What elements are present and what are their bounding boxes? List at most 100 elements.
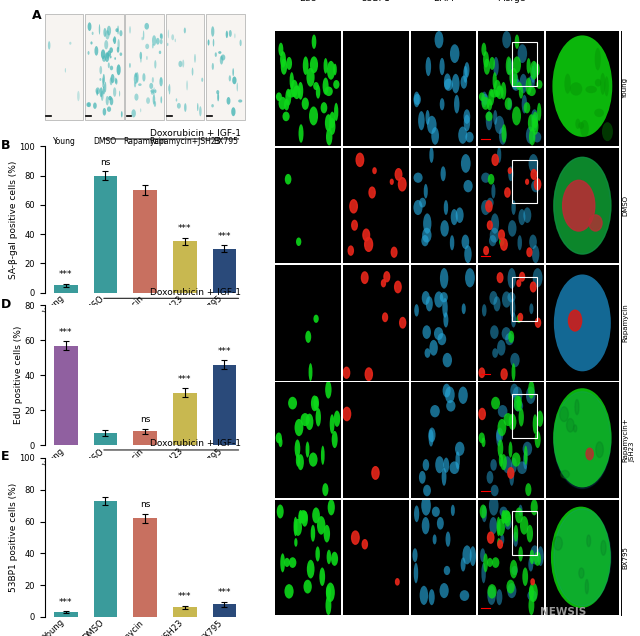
Ellipse shape xyxy=(177,103,181,109)
Ellipse shape xyxy=(559,407,568,422)
Ellipse shape xyxy=(463,180,473,192)
Ellipse shape xyxy=(551,507,611,608)
Ellipse shape xyxy=(479,92,485,101)
Bar xyxy=(212,249,236,293)
Ellipse shape xyxy=(172,34,174,40)
Ellipse shape xyxy=(487,586,496,605)
Ellipse shape xyxy=(229,30,232,37)
Ellipse shape xyxy=(487,558,493,567)
Ellipse shape xyxy=(513,387,522,403)
Ellipse shape xyxy=(510,298,515,317)
Ellipse shape xyxy=(146,97,150,104)
Ellipse shape xyxy=(465,268,475,287)
Ellipse shape xyxy=(294,419,303,436)
Ellipse shape xyxy=(326,586,331,599)
Ellipse shape xyxy=(309,106,318,125)
Ellipse shape xyxy=(160,34,163,39)
Ellipse shape xyxy=(285,174,291,184)
Ellipse shape xyxy=(333,80,339,89)
Ellipse shape xyxy=(589,215,602,231)
FancyBboxPatch shape xyxy=(166,13,204,120)
Ellipse shape xyxy=(108,96,112,100)
Circle shape xyxy=(352,220,357,230)
Ellipse shape xyxy=(308,363,312,381)
Bar xyxy=(513,43,538,86)
Ellipse shape xyxy=(280,553,285,572)
Bar xyxy=(54,612,77,617)
Text: Rapamycin: Rapamycin xyxy=(622,303,628,342)
Ellipse shape xyxy=(499,454,503,467)
Ellipse shape xyxy=(455,441,465,456)
Ellipse shape xyxy=(579,568,584,578)
Ellipse shape xyxy=(523,441,532,456)
Ellipse shape xyxy=(503,456,511,473)
Ellipse shape xyxy=(529,596,534,615)
Circle shape xyxy=(363,229,369,241)
Ellipse shape xyxy=(497,538,500,547)
Text: Doxorubicin + IGF-1: Doxorubicin + IGF-1 xyxy=(150,128,241,137)
Ellipse shape xyxy=(552,36,612,137)
Ellipse shape xyxy=(234,33,236,38)
Ellipse shape xyxy=(422,517,429,534)
Ellipse shape xyxy=(113,87,116,97)
Ellipse shape xyxy=(504,511,511,527)
Ellipse shape xyxy=(501,510,506,524)
Text: ns: ns xyxy=(140,500,150,509)
Ellipse shape xyxy=(142,73,145,81)
Ellipse shape xyxy=(434,327,444,340)
Ellipse shape xyxy=(518,209,525,225)
Circle shape xyxy=(484,247,488,254)
Ellipse shape xyxy=(458,387,468,404)
Ellipse shape xyxy=(595,109,604,117)
Ellipse shape xyxy=(500,454,507,470)
Ellipse shape xyxy=(514,525,518,542)
Text: D: D xyxy=(1,298,11,311)
Circle shape xyxy=(505,188,510,197)
Ellipse shape xyxy=(502,31,511,48)
Circle shape xyxy=(390,179,393,184)
Ellipse shape xyxy=(413,172,422,183)
Ellipse shape xyxy=(113,36,116,44)
Ellipse shape xyxy=(529,303,534,314)
Circle shape xyxy=(373,168,376,174)
Ellipse shape xyxy=(118,39,120,49)
Ellipse shape xyxy=(301,97,309,110)
Ellipse shape xyxy=(321,102,327,113)
Ellipse shape xyxy=(151,91,154,95)
Ellipse shape xyxy=(554,275,611,371)
Bar xyxy=(513,277,538,321)
Circle shape xyxy=(586,448,593,460)
Ellipse shape xyxy=(106,53,109,59)
Ellipse shape xyxy=(129,26,131,34)
FancyBboxPatch shape xyxy=(45,13,83,120)
Ellipse shape xyxy=(138,83,141,86)
Ellipse shape xyxy=(586,579,588,594)
Ellipse shape xyxy=(530,61,538,80)
Ellipse shape xyxy=(77,91,79,101)
Bar xyxy=(133,431,157,445)
Text: ***: *** xyxy=(59,598,72,607)
Ellipse shape xyxy=(220,56,223,65)
Ellipse shape xyxy=(326,596,332,615)
Bar xyxy=(212,604,236,617)
Circle shape xyxy=(369,187,375,198)
Ellipse shape xyxy=(496,427,503,442)
Circle shape xyxy=(508,467,514,478)
Ellipse shape xyxy=(537,411,543,427)
Ellipse shape xyxy=(286,57,292,70)
Ellipse shape xyxy=(488,584,497,598)
Ellipse shape xyxy=(516,396,522,411)
Ellipse shape xyxy=(440,583,449,598)
Text: ***: *** xyxy=(59,270,72,279)
Ellipse shape xyxy=(484,59,490,75)
Ellipse shape xyxy=(533,132,541,142)
Ellipse shape xyxy=(440,220,449,237)
Ellipse shape xyxy=(102,78,104,85)
Bar xyxy=(93,501,117,617)
Ellipse shape xyxy=(307,560,314,579)
Ellipse shape xyxy=(333,64,337,75)
Ellipse shape xyxy=(100,87,103,97)
Ellipse shape xyxy=(141,37,143,40)
Ellipse shape xyxy=(483,553,488,572)
Ellipse shape xyxy=(518,505,522,516)
